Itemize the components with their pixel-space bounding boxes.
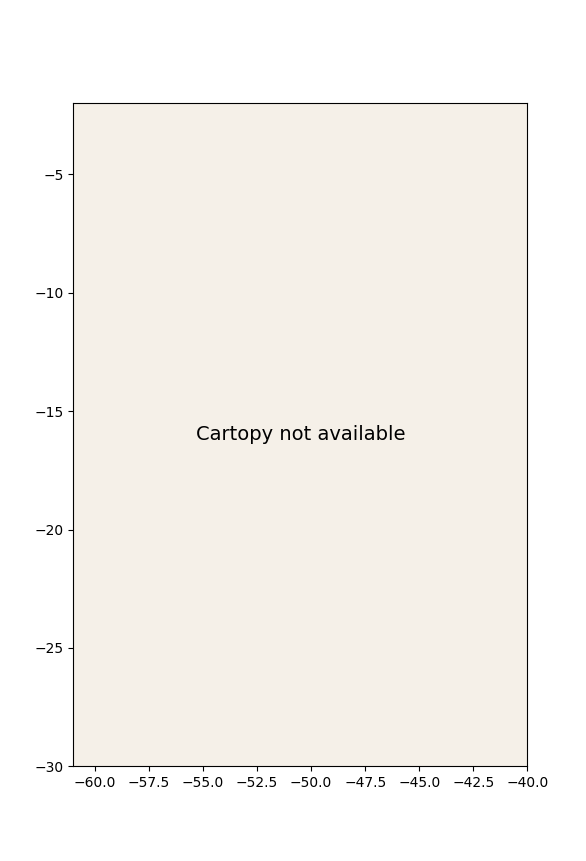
Text: Cartopy not available: Cartopy not available [196,425,405,444]
